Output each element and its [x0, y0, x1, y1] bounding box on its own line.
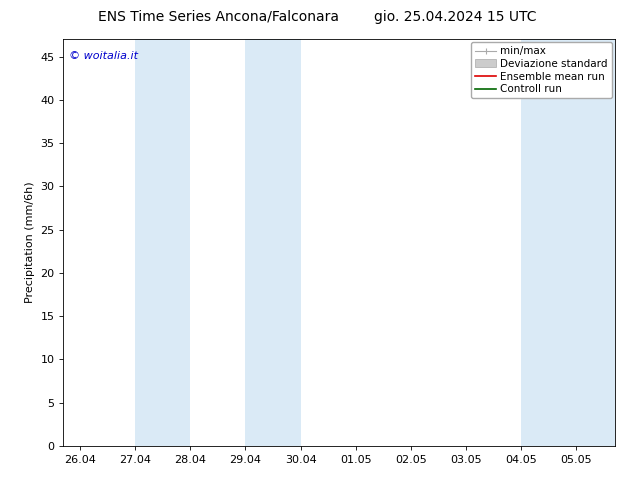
Bar [245, 39, 301, 446]
Text: © woitalia.it: © woitalia.it [69, 51, 138, 61]
Legend: min/max, Deviazione standard, Ensemble mean run, Controll run: min/max, Deviazione standard, Ensemble m… [471, 42, 612, 98]
Bar [521, 39, 576, 446]
Text: ENS Time Series Ancona/Falconara        gio. 25.04.2024 15 UTC: ENS Time Series Ancona/Falconara gio. 25… [98, 10, 536, 24]
Bar [576, 39, 615, 446]
Bar [135, 39, 190, 446]
Y-axis label: Precipitation (mm/6h): Precipitation (mm/6h) [25, 182, 35, 303]
